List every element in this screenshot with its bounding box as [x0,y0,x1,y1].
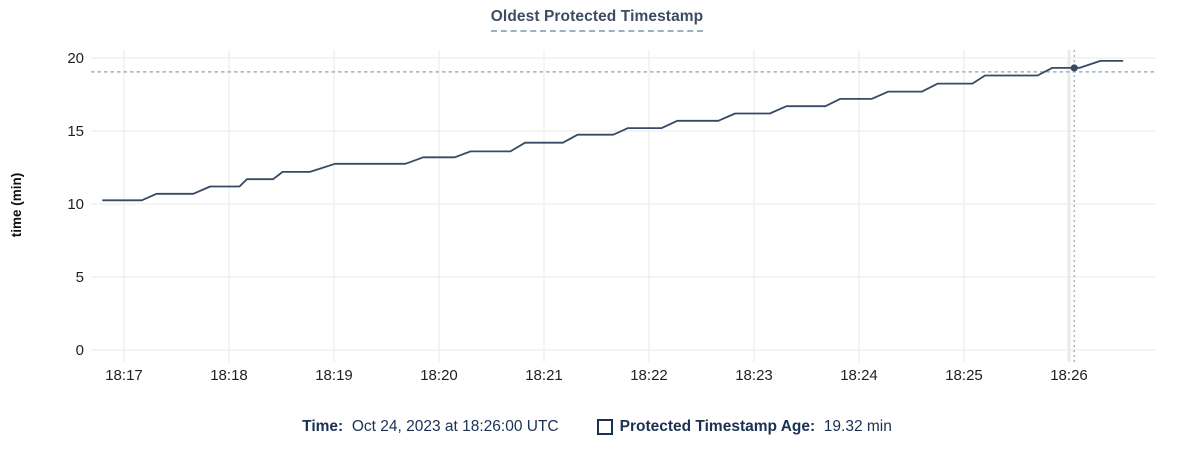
y-tick-label: 5 [76,269,84,286]
x-tick-label: 18:25 [945,367,983,384]
x-tick-label: 18:21 [525,367,563,384]
y-tick-label: 0 [76,342,84,359]
x-tick-label: 18:26 [1050,367,1088,384]
hovered-data-point [1070,64,1078,72]
x-tick-label: 18:19 [315,367,353,384]
x-tick-label: 18:17 [105,367,143,384]
x-tick-label: 18:23 [735,367,773,384]
series-value: 19.32 min [823,418,892,435]
y-tick-label: 20 [67,50,84,67]
x-tick-label: 18:20 [420,367,458,384]
x-tick-label: 18:22 [630,367,668,384]
x-tick-label: 18:24 [840,367,878,384]
chart-title[interactable]: Oldest Protected Timestamp [490,8,704,32]
chart-header: Oldest Protected Timestamp [0,8,1194,32]
time-label: Time: [302,418,344,435]
y-axis-title: time (min) [9,172,24,238]
series-line [102,60,1124,202]
axis-tick-labels: 0 5 10 15 20 18:17 18:18 18:19 18:20 18:21 18:22 18… [67,50,1087,384]
x-tick-label: 18:18 [210,367,248,384]
y-tick-label: 15 [67,123,84,140]
time-spacer [343,418,352,436]
series-toggle-checkbox[interactable] [596,419,613,435]
gridlines [91,50,1155,362]
chart-tooltip-legend: Time: Oct 24, 2023 at 18:26:00 UTC Protec… [0,418,1194,436]
series-label: Protected Timestamp Age: [619,418,816,435]
y-tick-label: 10 [67,196,84,213]
crosshair [91,50,1157,362]
time-value: Oct 24, 2023 at 18:26:00 UTC [351,418,559,435]
series-spacer [815,418,824,436]
